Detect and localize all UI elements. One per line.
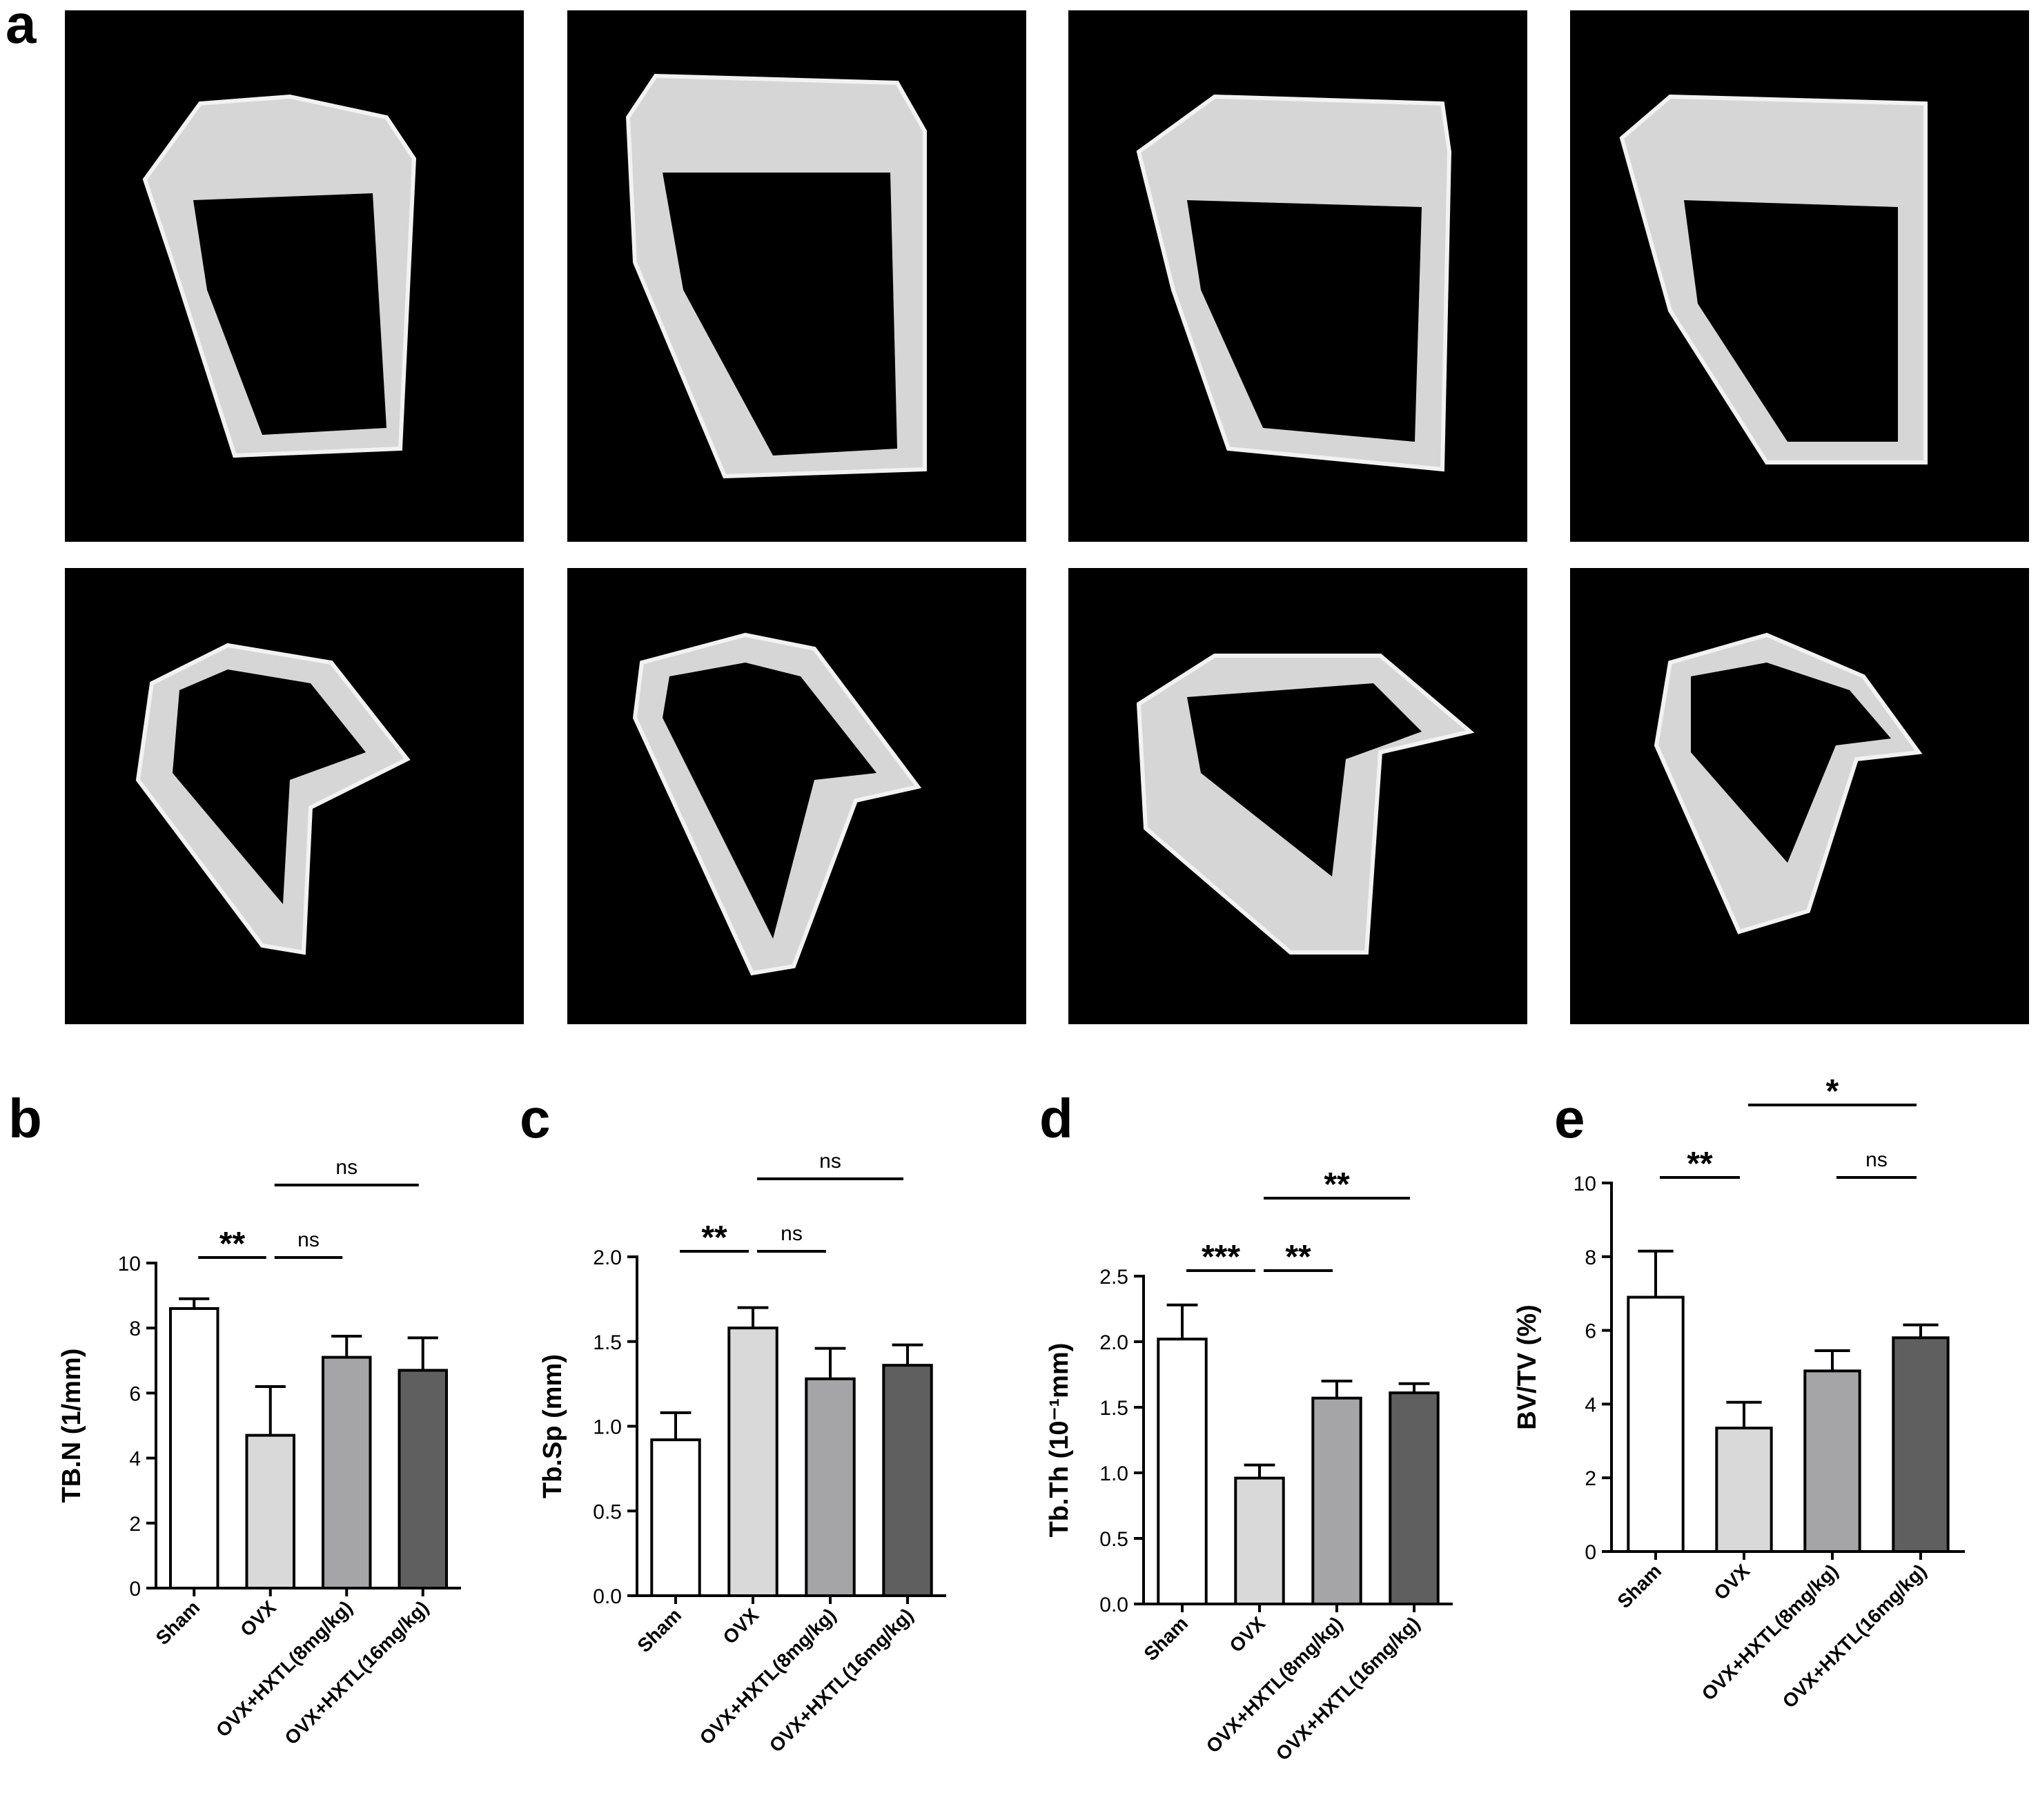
bar — [1892, 1336, 1950, 1554]
y-tick-label: 10 — [118, 1253, 141, 1275]
y-axis-title: BV/TV (%) — [1513, 1304, 1542, 1430]
significance-label: ** — [701, 1220, 727, 1256]
x-tick-label: OVX+HXTL(16mg/kg) — [1272, 1612, 1424, 1765]
y-tick-label: 8 — [1585, 1246, 1596, 1269]
bar — [245, 1434, 296, 1589]
y-tick-label: 2.0 — [1099, 1331, 1128, 1354]
x-tick-label: Sham — [1139, 1612, 1192, 1665]
y-tick-label: 10 — [1574, 1173, 1596, 1195]
significance-label: *** — [1202, 1239, 1240, 1275]
bar — [1389, 1391, 1440, 1605]
significance-label: ns — [335, 1156, 357, 1179]
y-tick-label: 0.5 — [1099, 1528, 1128, 1551]
y-tick-label: 8 — [129, 1318, 141, 1340]
panel-label: d — [1039, 1088, 1073, 1149]
significance-label: ns — [819, 1150, 841, 1173]
bar — [727, 1327, 778, 1597]
x-tick-label: OVX — [1710, 1560, 1754, 1604]
x-tick-label: OVX+HXTL(16mg/kg) — [1779, 1560, 1931, 1712]
x-tick-label: Sham — [1613, 1560, 1665, 1612]
y-tick-label: 2.5 — [1099, 1266, 1128, 1289]
y-tick-label: 0.0 — [1099, 1594, 1128, 1616]
x-tick-label: OVX+HXTL(16mg/kg) — [280, 1596, 433, 1749]
bar — [1311, 1396, 1362, 1605]
y-tick-label: 6 — [129, 1382, 141, 1405]
bar — [1715, 1427, 1773, 1554]
x-tick-label: Sham — [152, 1596, 204, 1649]
y-axis-title: Tb.Th (10⁻¹mm) — [1045, 1343, 1074, 1538]
y-tick-label: 4 — [129, 1448, 141, 1471]
y-tick-label: 2 — [1585, 1467, 1596, 1490]
y-tick-label: 6 — [1585, 1320, 1596, 1343]
y-tick-label: 0 — [129, 1578, 141, 1601]
x-tick-label: OVX+HXTL(8mg/kg) — [212, 1596, 356, 1741]
y-tick-label: 1.5 — [593, 1331, 622, 1354]
significance-label: ** — [1285, 1239, 1311, 1275]
significance-label: ns — [297, 1229, 320, 1251]
significance-label: ** — [219, 1226, 246, 1262]
x-tick-label: OVX — [236, 1596, 280, 1641]
x-tick-label: OVX+HXTL(16mg/kg) — [765, 1604, 918, 1757]
x-tick-label: OVX — [1226, 1612, 1270, 1656]
y-tick-label: 1.0 — [1099, 1462, 1128, 1485]
bar — [168, 1307, 219, 1589]
significance-label: ns — [1865, 1148, 1888, 1171]
y-axis-title: Tb.Sp (mm) — [538, 1354, 567, 1498]
bar — [398, 1369, 449, 1590]
bar — [1157, 1338, 1208, 1605]
panel-label: a — [6, 0, 37, 55]
significance-label: ns — [781, 1222, 803, 1245]
significance-label: ** — [1687, 1146, 1713, 1182]
y-tick-label: 0.0 — [593, 1585, 622, 1608]
y-tick-label: 1.5 — [1099, 1397, 1128, 1420]
x-tick-label: OVX+HXTL(8mg/kg) — [696, 1604, 840, 1748]
significance-label: * — [1826, 1073, 1839, 1110]
panel-label: b — [8, 1088, 42, 1149]
bar — [650, 1438, 701, 1597]
panel-label: c — [520, 1088, 551, 1149]
significance-label: ** — [1324, 1166, 1350, 1203]
x-tick-label: OVX — [719, 1604, 763, 1648]
bar — [1234, 1476, 1285, 1606]
bar — [321, 1356, 372, 1589]
bar — [1627, 1295, 1685, 1554]
x-tick-label: Sham — [633, 1604, 685, 1656]
x-tick-label: OVX+HXTL(8mg/kg) — [1202, 1612, 1346, 1757]
y-tick-label: 4 — [1585, 1393, 1596, 1416]
micro-ct-images — [65, 10, 2029, 1024]
bar — [1803, 1369, 1861, 1553]
panel-label: e — [1554, 1088, 1585, 1149]
y-axis-title: TB.N (1/mm) — [57, 1349, 86, 1503]
y-tick-label: 2 — [129, 1513, 141, 1536]
bar — [882, 1364, 933, 1597]
y-tick-label: 0.5 — [593, 1500, 622, 1523]
bar — [805, 1377, 856, 1597]
y-tick-label: 2.0 — [593, 1246, 622, 1269]
y-tick-label: 1.0 — [593, 1416, 622, 1439]
y-tick-label: 0 — [1585, 1541, 1596, 1564]
